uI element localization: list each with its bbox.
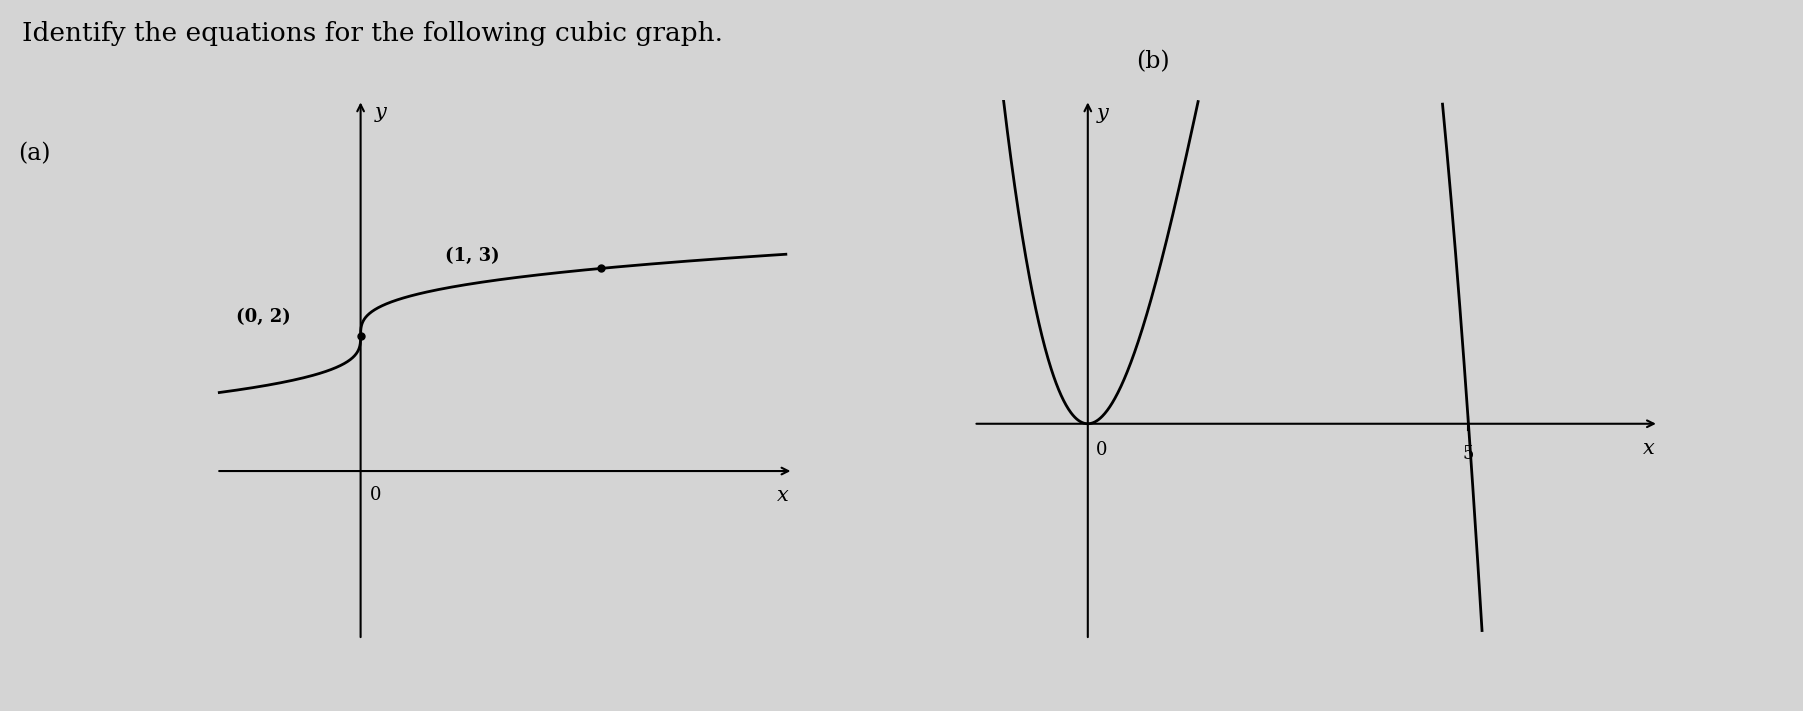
Text: (0, 2): (0, 2) xyxy=(236,308,290,326)
Text: y: y xyxy=(1096,104,1109,123)
Text: x: x xyxy=(1643,439,1655,458)
Text: 0: 0 xyxy=(370,486,382,504)
Text: (1, 3): (1, 3) xyxy=(445,247,499,265)
Text: Identify the equations for the following cubic graph.: Identify the equations for the following… xyxy=(22,21,723,46)
Text: 5: 5 xyxy=(1462,445,1475,464)
Text: (b): (b) xyxy=(1136,50,1170,73)
Text: (a): (a) xyxy=(18,142,50,165)
Text: y: y xyxy=(375,103,388,122)
Text: 0: 0 xyxy=(1096,441,1107,459)
Text: x: x xyxy=(777,486,788,505)
